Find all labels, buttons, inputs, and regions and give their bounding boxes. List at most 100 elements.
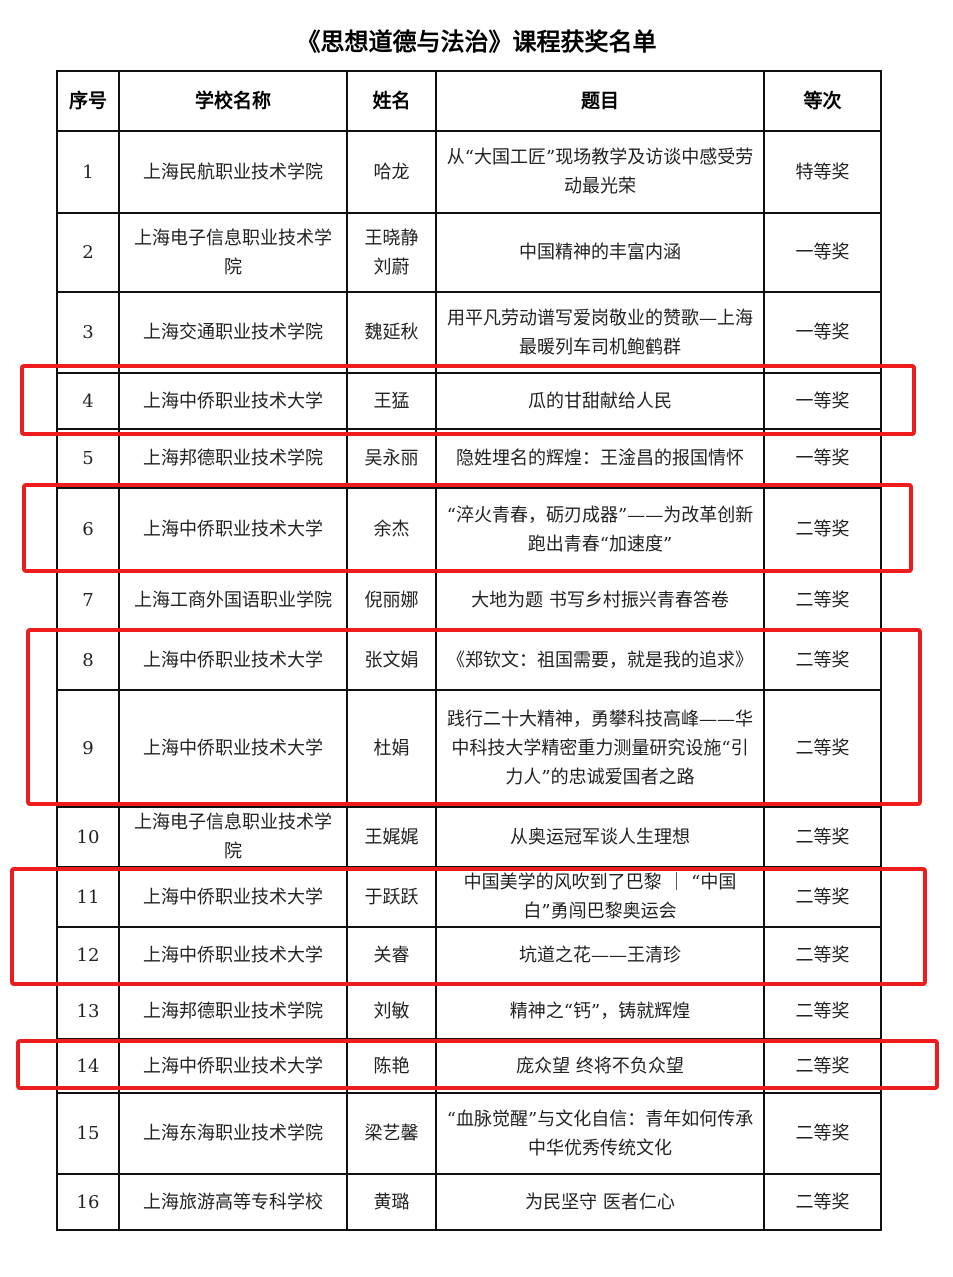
cell-topic: 坑道之花——王清珍 bbox=[435, 926, 765, 985]
cell-name: 王娓娓 bbox=[346, 806, 437, 868]
header-row: 序号 学校名称 姓名 题目 等次 bbox=[56, 70, 882, 132]
table-row: 14 上海中侨职业技术大学 陈艳 庞众望 终将不负众望 二等奖 bbox=[56, 1038, 882, 1094]
cell-school: 上海工商外国语职业学院 bbox=[118, 570, 348, 631]
cell-school: 上海中侨职业技术大学 bbox=[118, 487, 348, 572]
cell-name: 于跃跃 bbox=[346, 866, 437, 928]
cell-award: 二等奖 bbox=[763, 689, 882, 808]
cell-award: 二等奖 bbox=[763, 1173, 882, 1231]
cell-award: 二等奖 bbox=[763, 983, 882, 1040]
cell-school: 上海交通职业技术学院 bbox=[118, 291, 348, 374]
cell-index: 9 bbox=[56, 689, 120, 808]
cell-topic: 中国精神的丰富内涵 bbox=[435, 212, 765, 293]
cell-school: 上海东海职业技术学院 bbox=[118, 1092, 348, 1175]
cell-topic: 从“大国工匠”现场教学及访谈中感受劳动最光荣 bbox=[435, 130, 765, 214]
table-row: 12 上海中侨职业技术大学 关睿 坑道之花——王清珍 二等奖 bbox=[56, 926, 882, 985]
cell-index: 10 bbox=[56, 806, 120, 868]
table-row: 8 上海中侨职业技术大学 张文娟 《郑钦文：祖国需要，就是我的追求》 二等奖 bbox=[56, 629, 882, 691]
cell-school: 上海中侨职业技术大学 bbox=[118, 689, 348, 808]
table-row: 6 上海中侨职业技术大学 余杰 “淬火青春，砺刃成器”——为改革创新跑出青春“加速度”… bbox=[56, 487, 882, 572]
cell-award: 二等奖 bbox=[763, 866, 882, 928]
cell-name: 哈龙 bbox=[346, 130, 437, 214]
page-title: 《思想道德与法治》课程获奖名单 bbox=[296, 28, 657, 56]
cell-topic: “血脉觉醒”与文化自信：青年如何传承中华优秀传统文化 bbox=[435, 1092, 765, 1175]
header-school: 学校名称 bbox=[118, 70, 348, 132]
cell-index: 12 bbox=[56, 926, 120, 985]
cell-index: 4 bbox=[56, 372, 120, 430]
cell-name: 张文娟 bbox=[346, 629, 437, 691]
cell-school: 上海民航职业技术学院 bbox=[118, 130, 348, 214]
cell-index: 14 bbox=[56, 1038, 120, 1094]
cell-award: 二等奖 bbox=[763, 629, 882, 691]
cell-name: 倪丽娜 bbox=[346, 570, 437, 631]
cell-index: 7 bbox=[56, 570, 120, 631]
cell-school: 上海电子信息职业技术学院 bbox=[118, 212, 348, 293]
cell-school: 上海旅游高等专科学校 bbox=[118, 1173, 348, 1231]
cell-name: 陈艳 bbox=[346, 1038, 437, 1094]
cell-award: 二等奖 bbox=[763, 570, 882, 631]
cell-topic: “淬火青春，砺刃成器”——为改革创新跑出青春“加速度” bbox=[435, 487, 765, 572]
cell-name: 梁艺馨 bbox=[346, 1092, 437, 1175]
table-row: 11 上海中侨职业技术大学 于跃跃 中国美学的风吹到了巴黎 ｜ “中国白”勇闯巴黎奥运… bbox=[56, 866, 882, 928]
award-table: 序号 学校名称 姓名 题目 等次 1 上海民航职业技术学院 哈龙 从“大国工匠”现场教… bbox=[56, 70, 882, 1231]
cell-award: 二等奖 bbox=[763, 487, 882, 572]
cell-award: 二等奖 bbox=[763, 1038, 882, 1094]
cell-award: 一等奖 bbox=[763, 291, 882, 374]
cell-name: 王猛 bbox=[346, 372, 437, 430]
cell-index: 2 bbox=[56, 212, 120, 293]
cell-index: 3 bbox=[56, 291, 120, 374]
cell-topic: 精神之“钙”，铸就辉煌 bbox=[435, 983, 765, 1040]
cell-index: 16 bbox=[56, 1173, 120, 1231]
cell-topic: 隐姓埋名的辉煌：王淦昌的报国情怀 bbox=[435, 428, 765, 489]
table-row: 4 上海中侨职业技术大学 王猛 瓜的甘甜献给人民 一等奖 bbox=[56, 372, 882, 430]
cell-school: 上海电子信息职业技术学院 bbox=[118, 806, 348, 868]
cell-topic: 用平凡劳动谱写爱岗敬业的赞歌—上海最暖列车司机鲍鹤群 bbox=[435, 291, 765, 374]
table-row: 10 上海电子信息职业技术学院 王娓娓 从奥运冠军谈人生理想 二等奖 bbox=[56, 806, 882, 868]
cell-school: 上海中侨职业技术大学 bbox=[118, 372, 348, 430]
cell-topic: 为民坚守 医者仁心 bbox=[435, 1173, 765, 1231]
header-index: 序号 bbox=[56, 70, 120, 132]
cell-topic: 大地为题 书写乡村振兴青春答卷 bbox=[435, 570, 765, 631]
header-topic: 题目 bbox=[435, 70, 765, 132]
header-award: 等次 bbox=[763, 70, 882, 132]
table-row: 7 上海工商外国语职业学院 倪丽娜 大地为题 书写乡村振兴青春答卷 二等奖 bbox=[56, 570, 882, 631]
cell-index: 8 bbox=[56, 629, 120, 691]
cell-award: 二等奖 bbox=[763, 926, 882, 985]
cell-award: 二等奖 bbox=[763, 1092, 882, 1175]
cell-topic: 践行二十大精神，勇攀科技高峰——华中科技大学精密重力测量研究设施“引力人”的忠诚… bbox=[435, 689, 765, 808]
cell-topic: 中国美学的风吹到了巴黎 ｜ “中国白”勇闯巴黎奥运会 bbox=[435, 866, 765, 928]
cell-index: 15 bbox=[56, 1092, 120, 1175]
cell-name: 杜娟 bbox=[346, 689, 437, 808]
cell-award: 一等奖 bbox=[763, 372, 882, 430]
cell-index: 6 bbox=[56, 487, 120, 572]
cell-award: 二等奖 bbox=[763, 806, 882, 868]
cell-topic: 从奥运冠军谈人生理想 bbox=[435, 806, 765, 868]
table-row: 5 上海邦德职业技术学院 吴永丽 隐姓埋名的辉煌：王淦昌的报国情怀 一等奖 bbox=[56, 428, 882, 489]
table-row: 9 上海中侨职业技术大学 杜娟 践行二十大精神，勇攀科技高峰——华中科技大学精密重力测… bbox=[56, 689, 882, 808]
cell-school: 上海中侨职业技术大学 bbox=[118, 926, 348, 985]
cell-topic: 《郑钦文：祖国需要，就是我的追求》 bbox=[435, 629, 765, 691]
cell-name: 黄璐 bbox=[346, 1173, 437, 1231]
cell-award: 一等奖 bbox=[763, 212, 882, 293]
cell-award: 特等奖 bbox=[763, 130, 882, 214]
cell-name: 余杰 bbox=[346, 487, 437, 572]
header-name: 姓名 bbox=[346, 70, 437, 132]
table-row: 2 上海电子信息职业技术学院 王晓静 刘蔚 中国精神的丰富内涵 一等奖 bbox=[56, 212, 882, 293]
cell-school: 上海中侨职业技术大学 bbox=[118, 866, 348, 928]
cell-name: 刘敏 bbox=[346, 983, 437, 1040]
cell-index: 11 bbox=[56, 866, 120, 928]
cell-name: 王晓静 刘蔚 bbox=[346, 212, 437, 293]
table-row: 3 上海交通职业技术学院 魏延秋 用平凡劳动谱写爱岗敬业的赞歌—上海最暖列车司机鲍鹤群… bbox=[56, 291, 882, 374]
table-row: 15 上海东海职业技术学院 梁艺馨 “血脉觉醒”与文化自信：青年如何传承中华优秀传统文… bbox=[56, 1092, 882, 1175]
cell-index: 5 bbox=[56, 428, 120, 489]
cell-index: 1 bbox=[56, 130, 120, 214]
cell-award: 一等奖 bbox=[763, 428, 882, 489]
cell-school: 上海中侨职业技术大学 bbox=[118, 629, 348, 691]
cell-topic: 瓜的甘甜献给人民 bbox=[435, 372, 765, 430]
cell-name: 吴永丽 bbox=[346, 428, 437, 489]
cell-school: 上海中侨职业技术大学 bbox=[118, 1038, 348, 1094]
table-row: 13 上海邦德职业技术学院 刘敏 精神之“钙”，铸就辉煌 二等奖 bbox=[56, 983, 882, 1040]
cell-name: 关睿 bbox=[346, 926, 437, 985]
table-row: 16 上海旅游高等专科学校 黄璐 为民坚守 医者仁心 二等奖 bbox=[56, 1173, 882, 1231]
cell-school: 上海邦德职业技术学院 bbox=[118, 983, 348, 1040]
cell-index: 13 bbox=[56, 983, 120, 1040]
